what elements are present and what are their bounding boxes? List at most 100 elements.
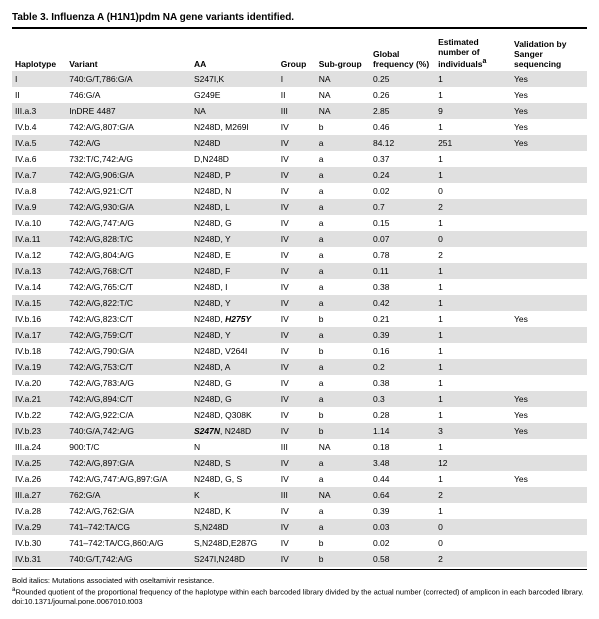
cell-hap: IV.a.7 xyxy=(12,167,66,183)
cell-sub: a xyxy=(316,327,370,343)
cell-aa: N248D, F xyxy=(191,263,278,279)
cell-sub: b xyxy=(316,311,370,327)
col-haplotype: Haplotype xyxy=(12,35,66,71)
cell-freq: 0.21 xyxy=(370,311,435,327)
cell-freq: 0.39 xyxy=(370,503,435,519)
table-row: III.a.27762:G/AKIIINA0.642 xyxy=(12,487,587,503)
cell-freq: 0.37 xyxy=(370,151,435,167)
cell-aa: N248D, G, S xyxy=(191,471,278,487)
cell-grp: II xyxy=(278,87,316,103)
cell-var: 732:T/C,742:A/G xyxy=(66,151,191,167)
cell-grp: IV xyxy=(278,375,316,391)
cell-freq: 0.38 xyxy=(370,375,435,391)
cell-var: 742:A/G,897:G/A xyxy=(66,455,191,471)
cell-aa: N248D, Y xyxy=(191,231,278,247)
cell-sub: a xyxy=(316,183,370,199)
cell-var: 742:A/G,822:T/C xyxy=(66,295,191,311)
cell-var: InDRE 4487 xyxy=(66,103,191,119)
cell-aa: N248D, Y xyxy=(191,327,278,343)
cell-grp: IV xyxy=(278,151,316,167)
cell-grp: III xyxy=(278,439,316,455)
cell-freq: 0.25 xyxy=(370,71,435,87)
cell-hap: III.a.27 xyxy=(12,487,66,503)
cell-val xyxy=(511,551,587,567)
cell-est: 1 xyxy=(435,263,511,279)
cell-aa: N248D, A xyxy=(191,359,278,375)
cell-grp: IV xyxy=(278,263,316,279)
cell-var: 741–742:TA/CG,860:A/G xyxy=(66,535,191,551)
col-group: Group xyxy=(278,35,316,71)
cell-val: Yes xyxy=(511,103,587,119)
cell-hap: IV.b.31 xyxy=(12,551,66,567)
table-row: IV.a.12742:A/G,804:A/GN248D, EIVa0.782 xyxy=(12,247,587,263)
cell-aa: S247I,K xyxy=(191,71,278,87)
col-variant: Variant xyxy=(66,35,191,71)
cell-est: 1 xyxy=(435,71,511,87)
cell-grp: IV xyxy=(278,503,316,519)
cell-aa: N248D xyxy=(191,135,278,151)
cell-var: 740:G/A,742:A/G xyxy=(66,423,191,439)
cell-grp: IV xyxy=(278,535,316,551)
cell-est: 1 xyxy=(435,407,511,423)
table-row: IV.a.17742:A/G,759:C/TN248D, YIVa0.391 xyxy=(12,327,587,343)
cell-val xyxy=(511,247,587,263)
cell-grp: IV xyxy=(278,551,316,567)
table-row: IV.a.15742:A/G,822:T/CN248D, YIVa0.421 xyxy=(12,295,587,311)
cell-est: 1 xyxy=(435,375,511,391)
table-row: III.a.3InDRE 4487NAIIINA2.859Yes xyxy=(12,103,587,119)
cell-val xyxy=(511,487,587,503)
cell-hap: IV.a.13 xyxy=(12,263,66,279)
cell-freq: 84.12 xyxy=(370,135,435,151)
cell-val xyxy=(511,327,587,343)
top-rule xyxy=(12,27,587,29)
table-row: IV.b.22742:A/G,922:C/AN248D, Q308KIVb0.2… xyxy=(12,407,587,423)
cell-aa: S,N248D,E287G xyxy=(191,535,278,551)
cell-sub: a xyxy=(316,295,370,311)
cell-freq: 1.14 xyxy=(370,423,435,439)
cell-sub: a xyxy=(316,279,370,295)
cell-aa: N248D, E xyxy=(191,247,278,263)
cell-val: Yes xyxy=(511,119,587,135)
cell-hap: IV.b.30 xyxy=(12,535,66,551)
cell-var: 740:G/T,786:G/A xyxy=(66,71,191,87)
cell-est: 1 xyxy=(435,87,511,103)
cell-sub: a xyxy=(316,455,370,471)
table-row: IV.b.23740:G/A,742:A/GS247N, N248DIVb1.1… xyxy=(12,423,587,439)
cell-aa: N248D, S xyxy=(191,455,278,471)
cell-freq: 0.7 xyxy=(370,199,435,215)
table-row: IV.a.19742:A/G,753:C/TN248D, AIVa0.21 xyxy=(12,359,587,375)
cell-freq: 0.2 xyxy=(370,359,435,375)
cell-var: 742:A/G,747:A/G xyxy=(66,215,191,231)
cell-grp: IV xyxy=(278,343,316,359)
cell-freq: 0.28 xyxy=(370,407,435,423)
cell-val xyxy=(511,231,587,247)
cell-grp: III xyxy=(278,103,316,119)
cell-aa: N248D, P xyxy=(191,167,278,183)
cell-sub: a xyxy=(316,231,370,247)
cell-sub: NA xyxy=(316,71,370,87)
cell-aa: S247I,N248D xyxy=(191,551,278,567)
cell-val: Yes xyxy=(511,423,587,439)
cell-hap: IV.b.22 xyxy=(12,407,66,423)
cell-grp: IV xyxy=(278,167,316,183)
cell-var: 741–742:TA/CG xyxy=(66,519,191,535)
cell-est: 1 xyxy=(435,215,511,231)
cell-hap: IV.b.23 xyxy=(12,423,66,439)
cell-sub: a xyxy=(316,375,370,391)
cell-aa: K xyxy=(191,487,278,503)
cell-val xyxy=(511,199,587,215)
cell-grp: IV xyxy=(278,199,316,215)
cell-hap: IV.a.25 xyxy=(12,455,66,471)
cell-val xyxy=(511,503,587,519)
cell-freq: 0.11 xyxy=(370,263,435,279)
cell-est: 2 xyxy=(435,199,511,215)
cell-aa: N248D, L xyxy=(191,199,278,215)
footnote-a: aRounded quotient of the proportional fr… xyxy=(12,586,587,597)
cell-aa: N248D, N xyxy=(191,183,278,199)
table-title: Table 3. Influenza A (H1N1)pdm NA gene v… xyxy=(12,12,587,23)
cell-freq: 0.16 xyxy=(370,343,435,359)
cell-hap: IV.b.18 xyxy=(12,343,66,359)
cell-grp: IV xyxy=(278,407,316,423)
cell-hap: IV.a.26 xyxy=(12,471,66,487)
cell-hap: III.a.24 xyxy=(12,439,66,455)
